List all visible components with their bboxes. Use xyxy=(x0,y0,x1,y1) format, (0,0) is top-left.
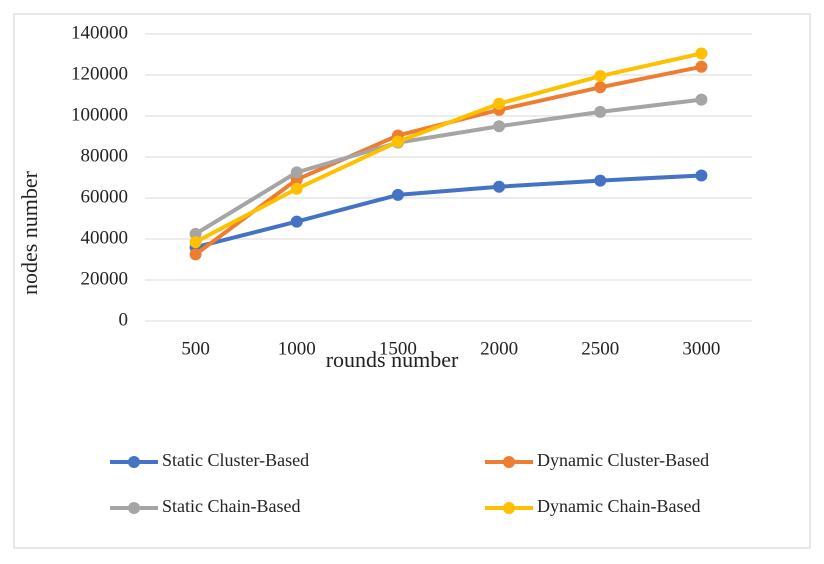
data-point xyxy=(695,169,708,182)
legend-label: Dynamic Chain-Based xyxy=(537,496,700,516)
data-point xyxy=(695,47,708,60)
y-tick-label: 80000 xyxy=(81,145,129,166)
legend-label: Static Cluster-Based xyxy=(162,450,309,470)
data-point xyxy=(391,188,404,201)
series-line xyxy=(194,97,702,236)
x-tick-label: 1500 xyxy=(379,338,417,359)
data-point xyxy=(290,166,303,179)
data-point xyxy=(695,60,708,73)
series-line xyxy=(195,173,702,250)
data-point xyxy=(391,135,404,148)
legend-label: Static Chain-Based xyxy=(162,496,300,516)
x-axis-title: rounds number xyxy=(326,347,459,372)
x-tick-label: 3000 xyxy=(682,338,720,359)
data-point xyxy=(695,93,708,106)
y-tick-label: 20000 xyxy=(81,268,129,289)
x-tick-label: 2500 xyxy=(581,338,619,359)
data-point xyxy=(189,236,202,249)
legend-marker xyxy=(503,456,515,468)
y-tick-label: 0 xyxy=(119,309,129,330)
data-point xyxy=(594,81,607,94)
x-tick-label: 2000 xyxy=(480,338,518,359)
data-point xyxy=(189,248,202,261)
series-line xyxy=(194,51,702,244)
data-point xyxy=(594,70,607,83)
data-point xyxy=(493,120,506,133)
data-point xyxy=(290,215,303,228)
data-point xyxy=(493,97,506,110)
data-point xyxy=(594,174,607,187)
y-tick-label: 120000 xyxy=(71,63,128,84)
y-axis-title: nodes number xyxy=(17,170,42,295)
y-tick-label: 140000 xyxy=(71,22,128,43)
y-tick-label: 40000 xyxy=(81,227,129,248)
y-tick-label: 60000 xyxy=(81,186,129,207)
data-point xyxy=(290,182,303,195)
x-tick-label: 500 xyxy=(181,338,210,359)
data-point xyxy=(594,105,607,118)
x-tick-label: 1000 xyxy=(278,338,316,359)
legend-marker xyxy=(503,502,515,514)
legend-marker xyxy=(128,502,140,514)
data-point xyxy=(189,227,202,240)
legend-marker xyxy=(128,456,140,468)
legend-label: Dynamic Cluster-Based xyxy=(537,450,709,470)
data-point xyxy=(493,180,506,193)
y-tick-label: 100000 xyxy=(71,104,128,125)
